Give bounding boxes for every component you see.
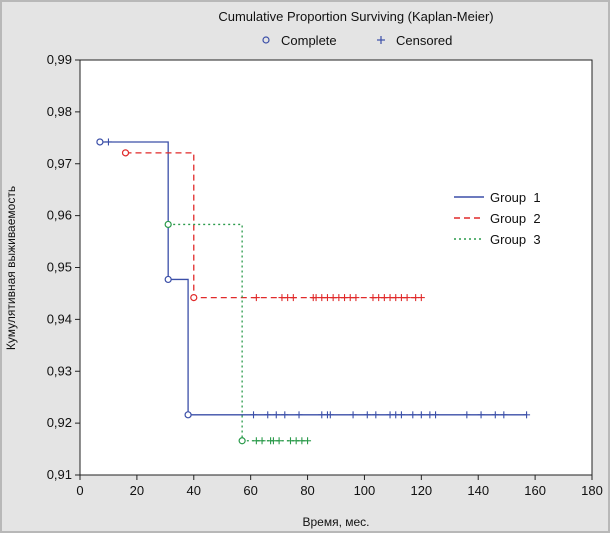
y-axis: 0,91 0,92 0,93 0,94 0,95 0,96 0,97 0,98 0,99 [47, 52, 80, 482]
complete-point-group-3 [238, 437, 246, 445]
y-tick-label: 0,92 [47, 415, 72, 430]
series-layer [96, 138, 531, 445]
x-tick-label: 60 [243, 483, 257, 498]
x-axis: 0 20 40 60 80 100 120 140 160 180 [76, 475, 603, 498]
censored-point-group-2 [289, 294, 297, 302]
censored-point-group-3 [275, 437, 283, 445]
complete-point-group-3 [164, 220, 172, 229]
legend-label-group-1: Group 1 [490, 190, 541, 205]
series-line-group-3 [168, 223, 308, 442]
legend-label-group-3: Group 3 [490, 232, 541, 247]
censored-point-group-1 [264, 411, 272, 419]
censored-point-group-1 [281, 411, 289, 419]
marker-legend: Complete Censored [262, 33, 452, 48]
complete-point-group-1 [96, 138, 104, 146]
legend-label-group-2: Group 2 [490, 211, 541, 226]
complete-point-group-1 [184, 411, 192, 419]
x-tick-label: 140 [467, 483, 489, 498]
censored-point-group-1 [372, 411, 380, 419]
series-line-group-1 [99, 141, 527, 416]
complete-marker-icon [262, 36, 270, 44]
censored-point-group-1 [363, 411, 371, 419]
censored-point-group-3 [304, 437, 312, 445]
plot-area [79, 59, 593, 476]
censored-point-group-1 [295, 411, 303, 419]
y-tick-label: 0,94 [47, 311, 72, 326]
series-legend-box [449, 180, 559, 250]
x-tick-label: 100 [354, 483, 376, 498]
x-tick-label: 80 [300, 483, 314, 498]
series-line-group-2 [125, 152, 422, 299]
x-tick-label: 120 [410, 483, 432, 498]
x-axis-label: Время, мес. [302, 515, 369, 529]
y-tick-label: 0,96 [47, 208, 72, 223]
x-tick-label: 0 [76, 483, 83, 498]
censored-point-group-1 [272, 411, 280, 419]
censored-point-group-1 [397, 411, 405, 419]
complete-point-group-1 [164, 275, 172, 284]
y-tick-label: 0,93 [47, 363, 72, 378]
marker-legend-censored: Censored [396, 33, 452, 48]
censored-point-group-3 [258, 437, 266, 445]
y-tick-label: 0,97 [47, 156, 72, 171]
censored-point-group-1 [409, 411, 417, 419]
y-tick-label: 0,99 [47, 52, 72, 67]
complete-point-group-2 [190, 293, 198, 302]
x-tick-label: 180 [581, 483, 603, 498]
censored-point-group-1 [463, 411, 471, 419]
censored-point-group-1 [500, 411, 508, 419]
censored-point-group-1 [477, 411, 485, 419]
censored-point-group-1 [523, 411, 531, 419]
censored-point-group-1 [104, 138, 112, 146]
y-axis-label: Кумулятивная выживаемость [4, 186, 18, 350]
censored-point-group-1 [250, 411, 258, 419]
censored-point-group-1 [417, 411, 425, 419]
censored-marker-icon [377, 36, 385, 44]
censored-point-group-2 [417, 294, 425, 302]
y-tick-label: 0,98 [47, 104, 72, 119]
y-tick-label: 0,91 [47, 467, 72, 482]
censored-point-group-1 [326, 411, 334, 419]
complete-point-group-2 [121, 149, 130, 157]
censored-point-group-1 [491, 411, 499, 419]
y-tick-label: 0,95 [47, 260, 72, 275]
censored-point-group-2 [403, 294, 411, 302]
x-tick-label: 40 [187, 483, 201, 498]
censored-point-group-1 [432, 411, 440, 419]
censored-point-group-2 [252, 294, 260, 302]
censored-point-group-2 [352, 294, 360, 302]
x-tick-label: 160 [524, 483, 546, 498]
x-tick-label: 20 [130, 483, 144, 498]
censored-point-group-1 [349, 411, 357, 419]
series-legend: Group 1 Group 2 Group 3 [449, 180, 559, 250]
marker-legend-complete: Complete [281, 33, 337, 48]
chart-title: Cumulative Proportion Surviving (Kaplan-… [218, 9, 493, 24]
